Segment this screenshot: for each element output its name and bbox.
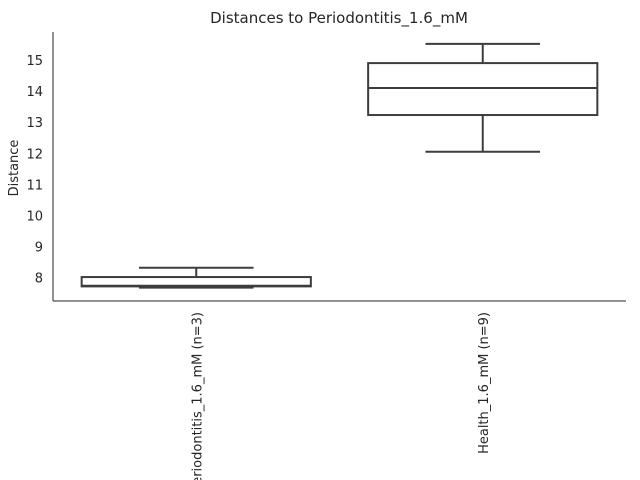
box-group-1 xyxy=(80,266,312,289)
x-tick-label-2: Health_1.6_mM (n=9) xyxy=(477,312,492,454)
y-tick-label-14: 14 xyxy=(26,85,43,100)
y-tick-label-15: 15 xyxy=(26,54,43,69)
y-tick-label-9: 9 xyxy=(35,241,43,256)
box-2 xyxy=(367,62,599,117)
y-tick-label-11: 11 xyxy=(26,178,43,193)
y-tick-labels: 8 9 10 11 12 13 14 15 xyxy=(26,54,43,287)
y-tick-label-12: 12 xyxy=(26,147,43,162)
y-tick-label-8: 8 xyxy=(35,272,43,287)
x-tick-labels: Periodontitis_1.6_mM (n=3) Health_1.6_mM … xyxy=(190,312,492,480)
axes xyxy=(52,32,626,302)
x-tick-label-1: Periodontitis_1.6_mM (n=3) xyxy=(190,312,205,480)
plot-area xyxy=(80,42,599,289)
x-tick-label-group: Periodontitis_1.6_mM (n=3) Health_1.6_mM … xyxy=(190,312,492,480)
chart-title: Distances to Periodontitis_1.6_mM xyxy=(210,9,468,28)
y-axis-label: Distance xyxy=(7,140,22,197)
box-group-2 xyxy=(367,42,599,153)
y-tick-label-10: 10 xyxy=(26,209,43,224)
y-tick-label-13: 13 xyxy=(26,116,43,131)
